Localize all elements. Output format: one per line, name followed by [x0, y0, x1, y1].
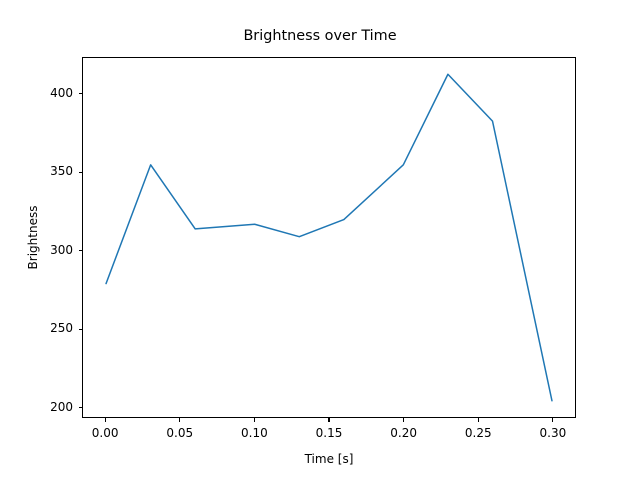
- x-tick-mark: [477, 418, 479, 422]
- plot-area: [82, 57, 576, 418]
- x-tick-label: 0.25: [464, 426, 492, 440]
- x-tick-label: 0.30: [539, 426, 567, 440]
- x-axis-label: Time [s]: [304, 452, 354, 466]
- x-tick-mark: [104, 418, 106, 422]
- y-tick-label: 200: [50, 399, 73, 414]
- x-tick-mark: [179, 418, 181, 422]
- x-tick-mark: [403, 418, 405, 422]
- x-tick-label: 0.20: [390, 426, 417, 440]
- y-axis-label: Brightness: [26, 205, 40, 270]
- line-series-brightness: [83, 58, 575, 417]
- x-tick-mark: [253, 418, 255, 422]
- y-tick-label: 300: [50, 242, 73, 257]
- chart-title: Brightness over Time: [243, 28, 397, 44]
- y-tick-label: 250: [50, 321, 73, 336]
- x-tick-mark: [552, 418, 554, 422]
- x-tick-label: 0.05: [166, 426, 194, 440]
- y-tick-label: 400: [50, 85, 73, 100]
- series-polyline: [106, 74, 552, 401]
- x-tick-label: 0.00: [91, 426, 119, 440]
- x-tick-label: 0.10: [241, 426, 268, 440]
- x-tick-mark: [328, 418, 330, 422]
- x-tick-label: 0.15: [315, 426, 343, 440]
- y-tick-label: 350: [50, 164, 73, 179]
